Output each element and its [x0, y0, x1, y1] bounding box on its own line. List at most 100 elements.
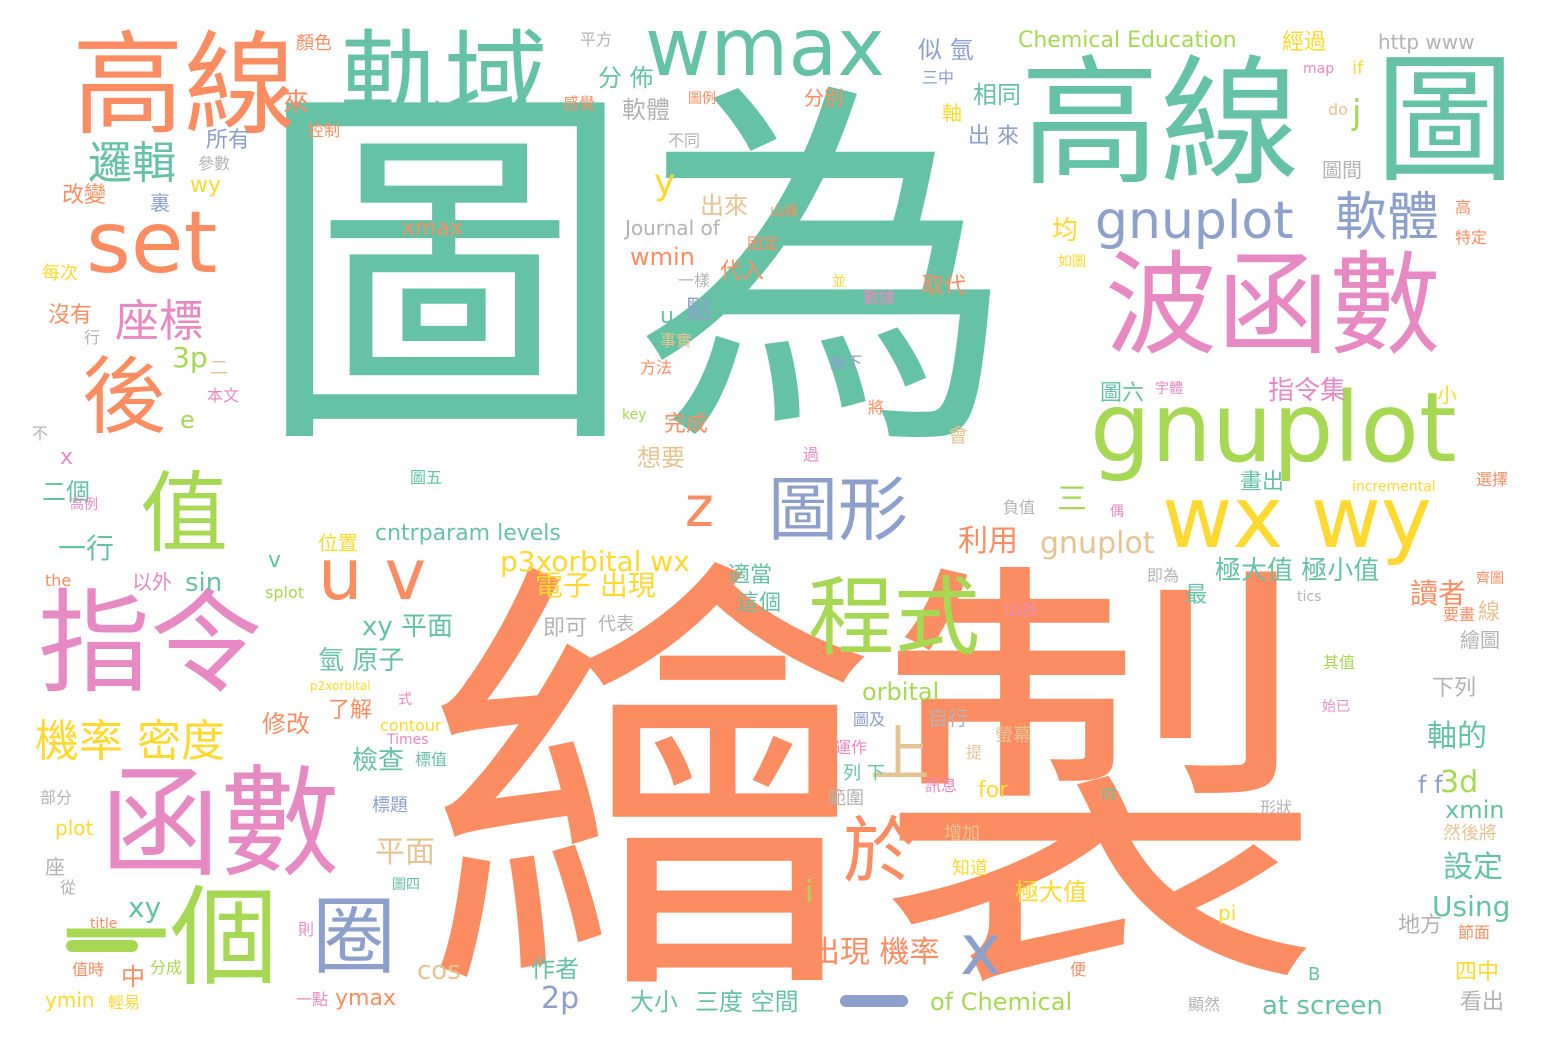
word-79: Using: [1432, 890, 1511, 923]
word-126: incremental: [1352, 479, 1436, 495]
word-85: 大小: [630, 988, 678, 1016]
word-110: x: [60, 445, 74, 470]
word-139: 增加: [944, 823, 980, 844]
word-130: 線: [1478, 600, 1501, 625]
word-125: 最: [1185, 583, 1208, 608]
word-131: 特定: [1455, 228, 1488, 247]
word-75: xmin: [1445, 796, 1505, 824]
word-9: gnuplot: [1090, 372, 1457, 484]
word-94: 以外: [132, 570, 172, 594]
word-198: 齊圖: [1476, 571, 1504, 587]
word-123: 小: [1437, 383, 1457, 407]
word-68: 修改: [262, 710, 310, 738]
word-121: 三中: [922, 68, 955, 87]
word-151: title: [90, 916, 118, 932]
word-106: wy: [190, 173, 222, 198]
word-33: 分 佈: [598, 64, 654, 92]
word-70: 軸的: [1427, 719, 1487, 754]
word-0: 圖為: [255, 53, 1015, 496]
word-101: 來: [283, 88, 310, 118]
word-196: 提: [966, 743, 983, 762]
word-80: 出現 機率: [810, 935, 940, 970]
word-46: 代入: [720, 259, 765, 284]
word-37: y: [654, 162, 676, 203]
word-39: 相同: [973, 81, 1021, 109]
word-51: 想要: [637, 444, 685, 472]
word-143: plot: [55, 816, 94, 840]
word-56: 電子 出現: [535, 569, 656, 602]
word-166: 二: [210, 358, 228, 379]
word-192: 將: [868, 398, 885, 417]
word-67: 了解: [328, 698, 373, 723]
word-17: u v: [318, 534, 427, 616]
word-178: 輕易: [108, 993, 141, 1012]
word-160: 固定: [747, 234, 780, 253]
word-158: 接下: [830, 353, 863, 372]
word-114: 位置: [318, 531, 358, 555]
word-104: 顏色: [296, 33, 332, 54]
word-3: 軌域: [340, 19, 549, 141]
word-49: 3p: [172, 341, 208, 374]
word-105: 平方: [580, 30, 613, 49]
word-45: 取代: [922, 274, 967, 299]
word-169: 圖及: [853, 710, 886, 729]
word-25: 圈: [312, 888, 397, 986]
word-43: 指令集: [1268, 376, 1347, 406]
word-191: 選擇: [1476, 470, 1509, 489]
word-179: 從: [60, 878, 77, 897]
word-109: e: [180, 406, 195, 434]
word-141: pi: [1218, 901, 1237, 925]
word-57: cntrparam levels: [375, 521, 561, 546]
word-63: 即可: [543, 616, 588, 641]
word-181: 高例: [70, 497, 98, 513]
word-124: 畫出: [1240, 470, 1285, 495]
word-40: 出 來: [968, 124, 1019, 149]
word-186: 感覺: [563, 94, 596, 113]
word-134: 螢幕: [995, 725, 1031, 746]
word-30: Chemical Education: [1018, 28, 1237, 53]
word-108: 每次: [42, 263, 78, 284]
word-112: v: [268, 548, 282, 573]
word-103: 沒有: [48, 303, 93, 328]
word-31: Journal of: [625, 216, 720, 240]
word-107: 裏: [150, 191, 170, 215]
word-168: 運作: [835, 738, 868, 757]
word-175: 便: [1070, 960, 1087, 979]
word-74: 3d: [1440, 765, 1479, 800]
word-2: 高線: [72, 21, 296, 151]
word-71: 檢查: [352, 746, 405, 776]
word-167: 山谷: [1005, 600, 1038, 619]
word-38: j: [1352, 93, 1362, 133]
word-15: 函數: [100, 755, 340, 894]
word-128: 下列: [1432, 676, 1477, 701]
word-190: 負值: [1003, 498, 1036, 517]
word-36: wmin: [630, 243, 695, 271]
word-83: 2p: [541, 981, 580, 1016]
word-165: 本文: [207, 386, 240, 405]
word-28: 機率 密度: [35, 716, 225, 767]
word-5: 高線: [1020, 43, 1301, 206]
word-90: ymin: [45, 988, 95, 1012]
word-77: 平面: [375, 835, 435, 870]
word-156: 標值: [415, 750, 448, 769]
word-44: 均: [1052, 216, 1079, 246]
word-87: of Chemical: [930, 988, 1073, 1016]
word-185: 控制: [308, 121, 341, 140]
word-92: sin: [185, 568, 223, 598]
word-13: 值: [140, 462, 229, 565]
word-73: f f: [1418, 771, 1443, 799]
word-184: 參數: [198, 154, 231, 173]
glyph-bar-0: [840, 995, 908, 1007]
word-138: 知道: [952, 858, 988, 879]
word-48: 點: [686, 296, 713, 326]
word-91: 中: [121, 963, 145, 991]
word-161: 山峰: [770, 204, 798, 220]
word-119: 不同: [668, 131, 701, 150]
word-137: 範圍: [828, 788, 864, 809]
word-117: do: [1328, 100, 1348, 119]
word-58: 極大值 極小值: [1215, 556, 1380, 586]
word-18: 圖形: [768, 469, 908, 551]
word-53: 利用: [958, 524, 1018, 559]
word-194: 並: [832, 274, 846, 290]
